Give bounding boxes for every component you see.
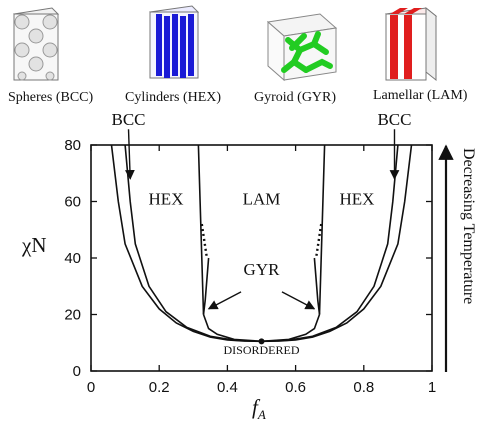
x-tick-label: 0 [87,379,95,396]
caption-gyroid: Gyroid (GYR) [254,90,336,105]
region-label: DISORDERED [223,343,299,357]
axis-ticks: 0 0.2 0.4 0.6 0.8 1 0 20 40 60 80 [64,137,436,396]
lamella-sheets [390,8,422,79]
y-tick-label: 0 [73,363,81,380]
region-labels: HEX LAM HEX GYR DISORDERED [149,189,375,357]
lamellar-icon [384,6,438,82]
cylinder-rods [156,14,194,78]
gyroid-strut [303,58,333,73]
phase-boundaries [110,144,413,345]
cylinder-rod [172,14,178,76]
lamella-sheet-top [404,8,422,14]
y-tick-label: 60 [64,194,81,211]
x-axis-symbol: f [252,395,261,419]
x-tick-label: 0.8 [353,379,374,396]
x-tick-label: 1 [428,379,436,396]
x-tick-label: 0.2 [149,379,170,396]
caption-cylinders: Cylinders (HEX) [125,90,221,105]
spheres-bcc-icon [12,7,60,81]
phase-boundary-curve [318,144,326,315]
gyr-arrow-left [207,291,242,310]
x-tick-label: 0.4 [217,379,238,396]
gyroid-strut [311,31,321,47]
gyroid-network [281,31,333,73]
lamella-sheet [390,15,398,79]
cylinder-rod [156,14,162,76]
caption-lamellar: Lamellar (LAM) [373,88,468,103]
bcc-arrow [125,129,135,180]
phase-boundary-curve [110,144,413,343]
y-tick-label: 80 [64,137,81,154]
caption-spheres: Spheres (BCC) [8,90,94,105]
bcc-annotation: BCC [111,110,145,129]
region-label: HEX [149,189,184,208]
y-tick-label: 20 [64,307,81,324]
region-label: HEX [340,189,375,208]
gyroid-strut [289,33,307,51]
region-label: LAM [243,189,281,208]
phase-boundary-curve [124,144,399,343]
gyroid-icon [266,13,338,82]
lamella-sheet-top [390,8,408,14]
x-axis-title: fA [252,395,266,422]
y-axis-title: χN [21,233,47,257]
gyr-arrow-right [281,291,316,310]
cylinder-rod [180,16,186,78]
phase-boundary-curve [202,257,210,315]
cylinder-rod [164,16,170,78]
x-axis-subscript: A [257,407,266,422]
bcc-annotation: BCC [377,110,411,129]
lamella-sheet [404,15,412,79]
cylinders-hex-icon [148,5,200,79]
metastable-boundary [314,223,323,259]
annotations: BCC BCC [111,110,412,180]
metastable-boundary [200,223,209,259]
phase-boundary-curve [197,144,205,315]
y-tick-label: 40 [64,250,81,267]
phase-boundary-curve [313,257,321,315]
gyroid-strut [281,59,297,73]
x-tick-label: 0.6 [285,379,306,396]
plot-frame [90,144,433,372]
cylinder-rod [188,14,194,76]
side-label: Decreasing Temperature [460,148,477,304]
region-label: GYR [244,260,281,279]
critical-point [258,338,265,345]
